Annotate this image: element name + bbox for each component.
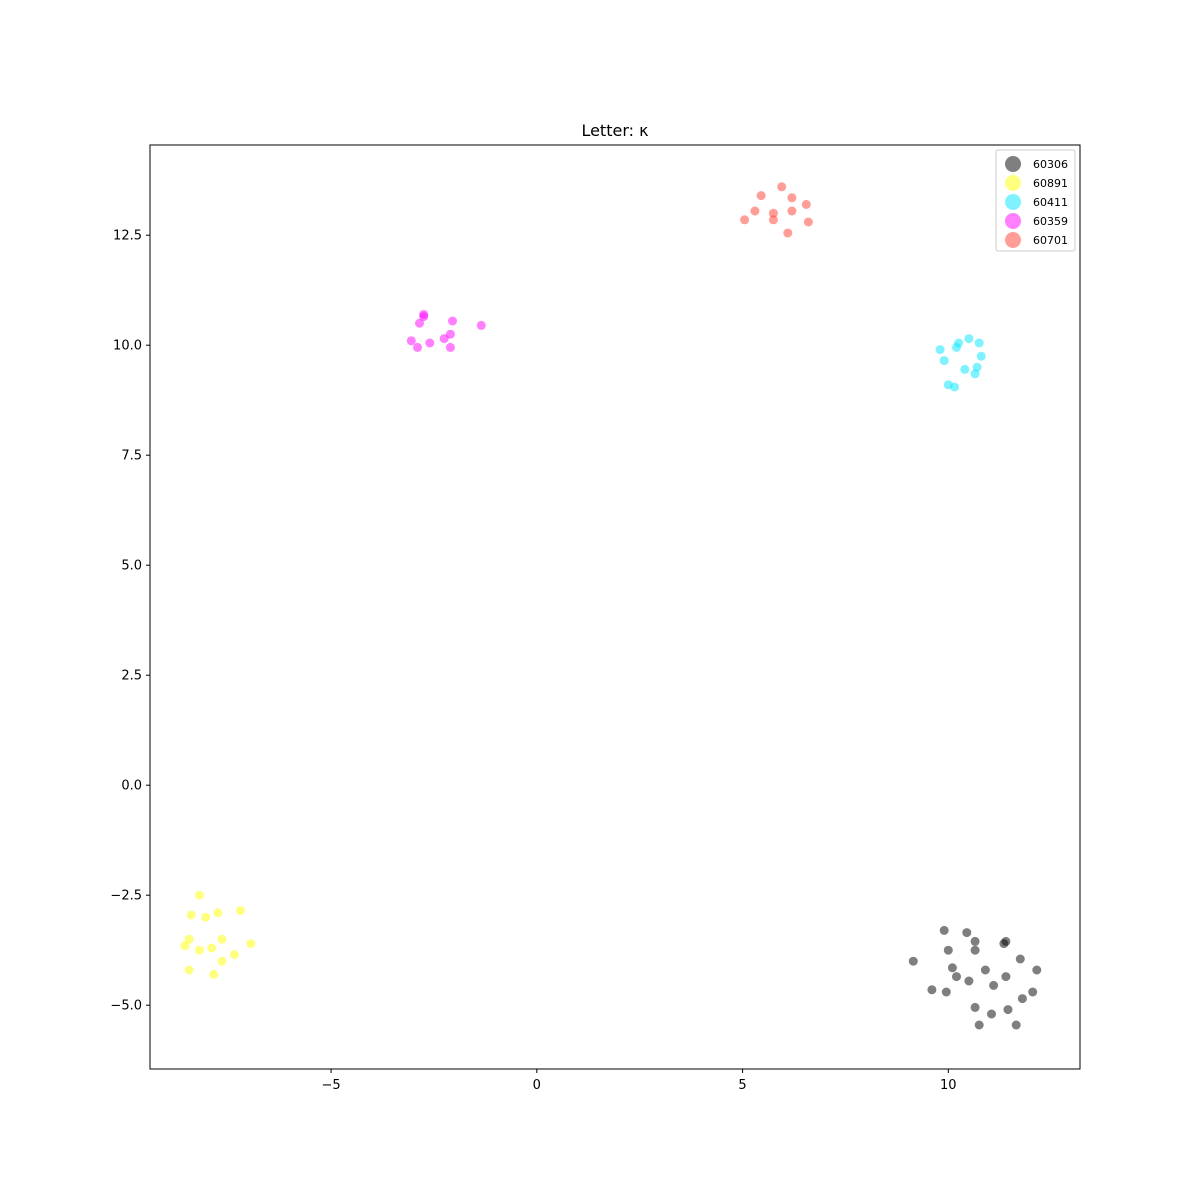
legend-label-60411: 60411 — [1033, 196, 1068, 209]
point-series-60306-10 — [980, 965, 990, 975]
point-series-60306-9 — [947, 963, 957, 973]
point-series-60411-5 — [976, 351, 986, 361]
x-tick-label: 5 — [738, 1078, 746, 1093]
point-series-60701-7 — [740, 215, 750, 225]
y-tick-label: 10.0 — [113, 339, 142, 354]
legend-label-60891: 60891 — [1033, 177, 1068, 190]
y-tick-label: 7.5 — [121, 449, 142, 464]
y-tick-label: 12.5 — [113, 229, 142, 244]
point-series-60701-6 — [768, 208, 778, 218]
legend-marker-60411 — [1005, 194, 1021, 210]
point-series-60306-22 — [987, 1009, 996, 1019]
point-series-60701-3 — [801, 199, 811, 209]
point-series-60891-6 — [217, 934, 227, 944]
y-axis: −5.0 −2.5 0.0 2.5 5.0 7.5 10.0 12.5 — [110, 229, 150, 1014]
y-tick-label: 2.5 — [121, 669, 142, 684]
point-series-60701-4 — [750, 206, 760, 216]
point-series-60359-9 — [413, 342, 422, 352]
point-series-60359-6 — [439, 334, 449, 344]
point-series-60891-4 — [201, 912, 211, 922]
points-layer — [180, 182, 1042, 1030]
legend-marker-60701 — [1005, 232, 1021, 248]
point-series-60411-8 — [960, 364, 970, 374]
point-series-60701-8 — [768, 215, 778, 225]
x-tick-label: −5 — [321, 1078, 340, 1093]
point-series-60306-6 — [970, 945, 980, 955]
y-tick-label: −5.0 — [110, 999, 142, 1014]
chart-title: Letter: κ — [581, 121, 649, 140]
point-series-60891-5 — [184, 934, 194, 944]
point-series-60891-13 — [184, 965, 194, 975]
point-series-60306-0 — [939, 925, 949, 935]
point-series-60411-9 — [970, 369, 980, 379]
point-series-60306-7 — [1015, 954, 1025, 964]
point-series-60701-0 — [777, 182, 787, 192]
point-series-60306-19 — [1017, 994, 1027, 1004]
point-series-60306-20 — [970, 1002, 980, 1012]
point-series-60891-8 — [180, 941, 190, 951]
point-series-60306-2 — [970, 936, 980, 946]
point-series-60891-7 — [246, 939, 256, 949]
point-series-60411-3 — [952, 342, 961, 352]
point-series-60411-2 — [974, 338, 984, 348]
point-series-60359-4 — [476, 320, 486, 330]
point-series-60306-12 — [952, 972, 961, 982]
x-tick-label: 10 — [940, 1078, 957, 1093]
legend: 60306 60891 60411 60359 60701 — [995, 149, 1076, 252]
plot-area-frame — [149, 144, 1081, 1070]
point-series-60306-21 — [1003, 1005, 1013, 1015]
y-tick-label: 5.0 — [121, 559, 142, 574]
point-series-60306-11 — [1032, 965, 1042, 975]
point-series-60701-2 — [787, 193, 797, 203]
point-series-60411-0 — [964, 334, 974, 344]
point-series-60306-5 — [943, 945, 953, 955]
point-series-60701-10 — [783, 228, 793, 238]
point-series-60359-7 — [406, 336, 416, 346]
point-series-60891-3 — [213, 908, 223, 918]
point-series-60306-17 — [941, 987, 951, 997]
point-series-60891-9 — [207, 943, 217, 953]
point-series-60306-8 — [908, 956, 918, 966]
point-series-60411-6 — [939, 356, 949, 366]
point-series-60359-8 — [425, 338, 435, 348]
point-series-60891-2 — [186, 910, 196, 920]
y-tick-label: 0.0 — [121, 779, 142, 794]
point-series-60891-14 — [209, 969, 219, 979]
point-series-60306-14 — [964, 976, 974, 986]
point-series-60891-11 — [229, 950, 239, 960]
legend-label-60359: 60359 — [1033, 215, 1068, 228]
legend-label-60306: 60306 — [1033, 158, 1068, 171]
point-series-60359-3 — [448, 316, 457, 326]
x-axis: −5 0 5 10 — [321, 1069, 957, 1093]
point-series-60359-10 — [445, 342, 455, 352]
point-series-60701-5 — [787, 206, 797, 216]
point-series-60306-18 — [1028, 987, 1038, 997]
point-series-60891-10 — [194, 945, 204, 955]
point-series-60359-1 — [419, 312, 429, 322]
legend-marker-60891 — [1005, 175, 1021, 191]
point-series-60701-1 — [756, 191, 766, 201]
y-tick-label: −2.5 — [110, 889, 142, 904]
point-series-60891-1 — [236, 906, 245, 916]
point-series-60306-1 — [962, 928, 972, 938]
legend-label-60701: 60701 — [1033, 234, 1068, 247]
legend-marker-60306 — [1005, 156, 1021, 172]
point-series-60306-16 — [927, 985, 937, 995]
point-series-60306-15 — [989, 980, 999, 990]
point-series-60411-11 — [950, 382, 959, 392]
point-series-60359-2 — [415, 318, 424, 328]
legend-marker-60359 — [1005, 213, 1021, 229]
point-series-60306-4 — [999, 939, 1009, 949]
point-series-60701-9 — [803, 217, 813, 227]
point-series-60891-0 — [194, 890, 204, 900]
x-tick-label: 0 — [533, 1078, 541, 1093]
point-series-60411-4 — [935, 345, 945, 355]
point-series-60306-24 — [1011, 1020, 1021, 1030]
point-series-60891-12 — [217, 956, 227, 966]
point-series-60306-23 — [974, 1020, 984, 1030]
point-series-60306-13 — [1001, 972, 1011, 982]
